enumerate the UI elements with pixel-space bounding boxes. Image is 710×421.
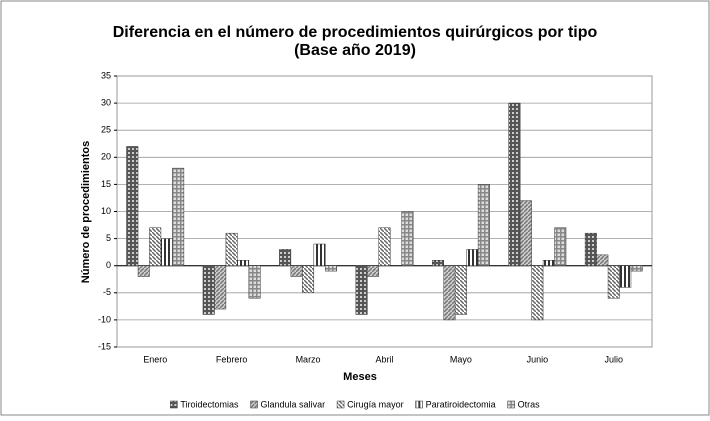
bar	[443, 265, 456, 321]
x-tick-label: Enero	[143, 354, 167, 364]
bar	[542, 260, 555, 266]
bar	[508, 102, 521, 266]
x-tick-label: Mayo	[450, 354, 472, 364]
bar	[137, 265, 150, 277]
bar	[202, 265, 215, 315]
y-tick-label: -5	[103, 287, 111, 297]
bar	[302, 265, 315, 294]
bar	[325, 265, 337, 272]
bar	[454, 265, 467, 315]
x-tick-label: Febrero	[216, 354, 248, 364]
y-tick-label: -15	[98, 341, 111, 351]
y-tick-label: 20	[101, 152, 111, 162]
legend-swatch	[336, 400, 345, 409]
chart-subtitle: (Base año 2019)	[294, 42, 416, 59]
y-tick-label: 15	[101, 179, 111, 189]
legend-label: Paratiroidectomia	[426, 399, 496, 409]
bar	[225, 232, 238, 266]
legend-swatch	[170, 400, 178, 409]
x-axis-title: Meses	[343, 371, 377, 383]
bar	[313, 243, 326, 266]
bar	[279, 249, 292, 266]
legend: Tiroidectomias Glandula salivar Cirugía ma…	[170, 399, 540, 409]
legend-swatch	[415, 400, 423, 409]
legend-label: Tiroidectomias	[180, 399, 239, 409]
x-tick-label: Marzo	[296, 354, 321, 364]
bar	[126, 146, 139, 266]
bar	[401, 211, 414, 266]
legend-swatch	[507, 400, 515, 409]
y-tick-label: 0	[106, 260, 111, 270]
y-tick-label: 25	[101, 125, 111, 135]
bar	[596, 254, 609, 266]
legend-label: Cirugía mayor	[347, 399, 404, 409]
bar	[248, 265, 261, 299]
bar	[607, 265, 620, 299]
bar	[630, 265, 643, 272]
y-tick-label: 10	[101, 206, 111, 216]
x-tick-label: Julio	[605, 354, 624, 364]
bar	[237, 260, 250, 266]
bar	[149, 227, 162, 266]
bar	[355, 265, 368, 315]
y-tick-label: 30	[101, 97, 111, 107]
bar	[619, 265, 632, 288]
chart-title: Diferencia en el número de procedimiento…	[113, 24, 598, 41]
y-tick-label: 5	[106, 233, 111, 243]
bar	[584, 232, 597, 266]
x-tick-label: Abril	[375, 354, 393, 364]
bar	[160, 238, 173, 266]
bar	[531, 265, 544, 321]
y-tick-label: 35	[101, 70, 111, 80]
legend-label: Otras	[518, 399, 541, 409]
bar	[378, 227, 391, 266]
bar	[214, 265, 227, 310]
bar	[367, 265, 380, 277]
legend-swatch	[250, 400, 258, 409]
bar	[172, 167, 185, 266]
bar	[519, 200, 532, 266]
bar	[554, 227, 567, 266]
x-tick-label: Junio	[527, 354, 549, 364]
bar	[432, 260, 444, 266]
bar	[477, 184, 490, 266]
bar	[290, 265, 303, 277]
y-tick-label: -10	[98, 314, 111, 324]
y-axis-title: Número de procedimientos	[80, 141, 92, 283]
bar	[466, 249, 479, 266]
legend-label: Glandula salivar	[261, 399, 326, 409]
